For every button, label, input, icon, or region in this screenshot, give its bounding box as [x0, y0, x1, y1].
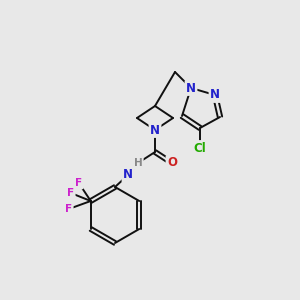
Text: O: O [167, 157, 177, 169]
Text: F: F [65, 204, 72, 214]
Text: H: H [134, 158, 142, 168]
Text: F: F [67, 188, 74, 198]
Text: F: F [75, 178, 82, 188]
Text: Cl: Cl [194, 142, 206, 154]
Text: N: N [210, 88, 220, 101]
Text: N: N [123, 169, 133, 182]
Text: N: N [150, 124, 160, 136]
Text: N: N [186, 82, 196, 94]
